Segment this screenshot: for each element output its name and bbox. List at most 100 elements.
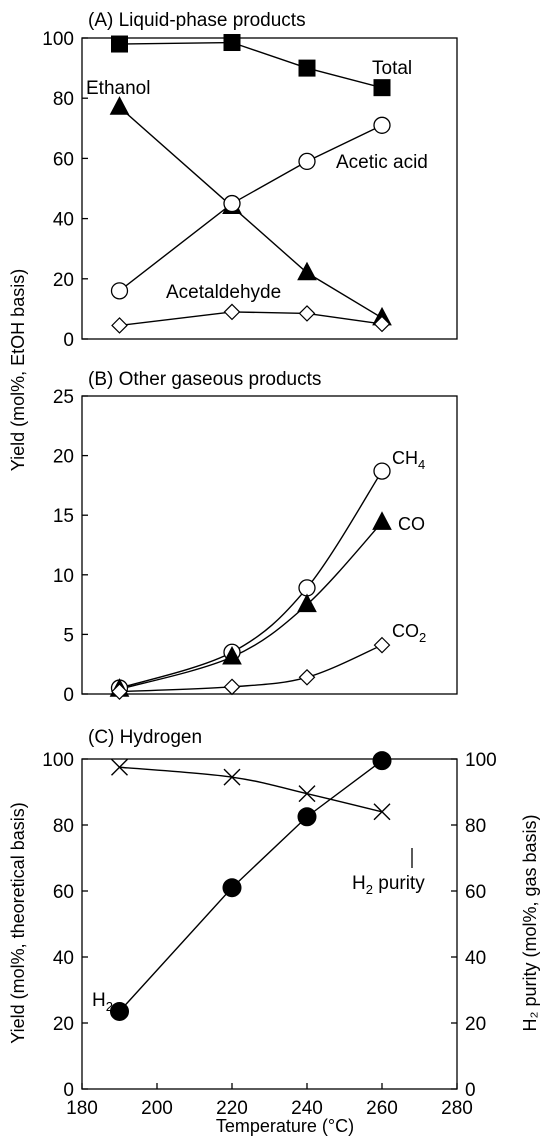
panel-c-series bbox=[110, 751, 392, 1021]
label-total: Total bbox=[372, 58, 412, 79]
y2-axis-label-c: H₂ purity (mol%, gas basis) bbox=[520, 814, 540, 1031]
y-tick-label: 15 bbox=[53, 506, 74, 527]
x-tick-label: 260 bbox=[366, 1098, 398, 1119]
series-line-h2 bbox=[118, 760, 383, 1012]
point-acetic-acid bbox=[110, 282, 129, 300]
panel-b: (B) Other gaseous products 0 5 10 15 20 25 CH… bbox=[53, 369, 458, 706]
x-tick-label: 180 bbox=[66, 1098, 98, 1119]
y-tick-label: 0 bbox=[63, 685, 74, 706]
y-tick-label: 80 bbox=[53, 89, 74, 110]
label-ch4: CH4 bbox=[392, 448, 425, 472]
panel-a-series bbox=[109, 34, 392, 334]
point-ethanol bbox=[297, 261, 317, 281]
point-ch4 bbox=[298, 579, 316, 597]
x-axis-label: Temperature (°C) bbox=[216, 1116, 354, 1136]
y2-tick-label: 0 bbox=[465, 1080, 476, 1101]
label-co: CO bbox=[398, 514, 425, 534]
series-line-co bbox=[119, 521, 383, 690]
y2-tick-label: 100 bbox=[465, 750, 497, 771]
panel-c-x-ticks: 180 200 220 240 260 280 bbox=[66, 1083, 473, 1119]
y-tick-label: 10 bbox=[53, 566, 74, 587]
point-co2 bbox=[223, 678, 241, 696]
y-tick-label: 60 bbox=[53, 882, 74, 903]
y-tick-label: 20 bbox=[53, 447, 74, 468]
x-tick-label: 280 bbox=[441, 1098, 473, 1119]
point-co bbox=[222, 645, 242, 665]
point-co2 bbox=[298, 668, 316, 686]
point-acetaldehyde bbox=[373, 315, 391, 333]
panel-c-title: (C) Hydrogen bbox=[88, 727, 202, 748]
point-co2 bbox=[111, 683, 128, 700]
point-h2-purity bbox=[223, 768, 241, 786]
label-co2: CO2 bbox=[392, 621, 426, 645]
y-tick-label: 5 bbox=[63, 625, 74, 646]
series-line-acetic-acid bbox=[119, 124, 383, 292]
panel-b-series bbox=[109, 462, 392, 700]
y-tick-label: 40 bbox=[53, 210, 74, 231]
panel-b-y-ticks: 0 5 10 15 20 25 bbox=[53, 387, 88, 706]
point-h2-purity bbox=[298, 785, 316, 803]
point-co bbox=[297, 593, 317, 613]
y-axis-label-c: Yield (mol%, theoretical basis) bbox=[8, 802, 28, 1043]
label-h2-purity: H2 purity bbox=[352, 873, 425, 897]
point-acetic-acid bbox=[223, 194, 241, 213]
point-acetaldehyde bbox=[298, 305, 316, 322]
x-tick-label: 240 bbox=[291, 1098, 323, 1119]
panel-b-frame bbox=[81, 395, 458, 695]
y-tick-label: 0 bbox=[63, 330, 74, 351]
y-tick-label: 20 bbox=[53, 1014, 74, 1035]
point-total bbox=[111, 35, 128, 53]
y2-tick-label: 60 bbox=[465, 882, 486, 903]
point-co bbox=[372, 511, 392, 530]
panel-c: (C) Hydrogen 0 20 40 60 80 100 0 20 40 60 80 100 1… bbox=[42, 727, 496, 1119]
series-line-total bbox=[119, 41, 383, 89]
point-total bbox=[373, 79, 391, 97]
point-h2 bbox=[222, 878, 242, 898]
point-total bbox=[298, 59, 316, 77]
y-tick-label: 40 bbox=[53, 948, 74, 969]
label-acetic-acid: Acetic acid bbox=[336, 152, 428, 173]
y-tick-label: 0 bbox=[63, 1080, 74, 1101]
series-line-h2-purity bbox=[119, 766, 383, 813]
y2-tick-label: 20 bbox=[465, 1014, 486, 1035]
panel-b-title: (B) Other gaseous products bbox=[88, 369, 321, 390]
series-line-acetaldehyde bbox=[119, 311, 383, 327]
y2-tick-label: 40 bbox=[465, 948, 486, 969]
series-line-co2 bbox=[119, 644, 383, 693]
panel-c-y-ticks: 0 20 40 60 80 100 bbox=[42, 750, 88, 1101]
point-h2 bbox=[110, 1001, 129, 1021]
panel-c-frame bbox=[81, 758, 458, 1090]
point-acetaldehyde bbox=[111, 317, 128, 334]
panel-a-title: (A) Liquid-phase products bbox=[88, 10, 306, 31]
panel-c-y2-ticks: 0 20 40 60 80 100 bbox=[451, 750, 497, 1101]
y-axis-label-ab: Yield (mol%, EtOH basis) bbox=[8, 269, 28, 471]
point-acetaldehyde bbox=[223, 303, 241, 321]
point-acetic-acid bbox=[298, 152, 316, 171]
y-tick-label: 100 bbox=[42, 29, 74, 50]
point-h2-purity bbox=[111, 758, 128, 776]
y-tick-label: 25 bbox=[53, 387, 74, 408]
point-ch4 bbox=[373, 462, 391, 480]
y-tick-label: 100 bbox=[42, 750, 74, 771]
x-tick-label: 220 bbox=[216, 1098, 248, 1119]
point-acetic-acid bbox=[373, 116, 391, 134]
panel-a-y-ticks: 0 20 40 60 80 100 bbox=[42, 29, 88, 351]
panel-a-frame bbox=[81, 37, 458, 340]
label-h2: H2 bbox=[92, 990, 113, 1014]
series-line-ch4 bbox=[119, 470, 383, 689]
point-h2 bbox=[297, 807, 317, 827]
series-line-ethanol bbox=[119, 106, 383, 319]
x-tick-label: 200 bbox=[141, 1098, 173, 1119]
point-h2-purity bbox=[373, 803, 391, 821]
panel-a: (A) Liquid-phase products 0 20 40 60 80 100 E… bbox=[42, 10, 458, 351]
point-ethanol bbox=[109, 96, 130, 115]
y-tick-label: 60 bbox=[53, 149, 74, 170]
label-acetaldehyde: Acetaldehyde bbox=[166, 282, 281, 303]
y-tick-label: 80 bbox=[53, 816, 74, 837]
point-total bbox=[223, 34, 241, 52]
label-ethanol: Ethanol bbox=[86, 78, 150, 99]
point-co2 bbox=[373, 636, 391, 654]
point-h2 bbox=[372, 751, 392, 771]
y2-tick-label: 80 bbox=[465, 816, 486, 837]
